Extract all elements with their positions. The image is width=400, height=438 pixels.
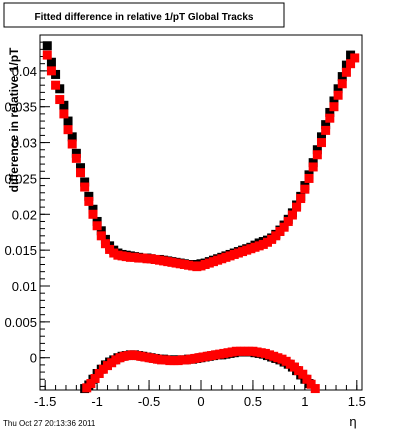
y-tick-label: 0 xyxy=(30,351,37,366)
data-point-red xyxy=(304,173,314,183)
data-point-black xyxy=(71,148,81,158)
data-point-red xyxy=(296,194,306,204)
axes xyxy=(39,34,363,391)
data-point-red xyxy=(42,50,52,60)
data-point-red xyxy=(292,202,302,212)
data-point-red xyxy=(325,113,335,123)
x-tick-label: -1 xyxy=(91,394,103,409)
plot-frame xyxy=(39,34,363,391)
data-point-red xyxy=(341,67,351,77)
data-point-black xyxy=(59,100,69,110)
data-point-red xyxy=(46,66,56,76)
data-point-red xyxy=(287,210,297,220)
y-axis-label: difference in relative 1/pT xyxy=(7,47,21,192)
y-tick-label: 0.005 xyxy=(4,315,37,330)
data-point-red xyxy=(51,80,61,90)
timestamp: Thu Oct 27 20:13:36 2011 xyxy=(3,419,96,428)
data-point-red xyxy=(310,384,320,394)
y-tick-label: 0.025 xyxy=(4,171,37,186)
data-point-red xyxy=(312,150,322,160)
data-point-black xyxy=(76,163,86,173)
x-tick-label: 0 xyxy=(197,394,204,409)
data-point-red xyxy=(300,184,310,194)
data-point-red xyxy=(63,125,73,135)
data-point-red xyxy=(71,153,81,163)
data-point-red xyxy=(84,196,94,206)
data-point-red xyxy=(96,231,106,241)
data-point-black xyxy=(42,41,52,51)
data-point-red xyxy=(283,216,293,226)
data-point-black xyxy=(88,204,98,214)
y-tick-label: 0.015 xyxy=(4,243,37,258)
data-point-black xyxy=(325,107,335,117)
data-point-black xyxy=(96,226,106,236)
data-point-red xyxy=(80,182,90,192)
x-axis-label: η xyxy=(349,414,356,429)
data-point-black xyxy=(84,191,94,201)
y-tick-label: 0.01 xyxy=(12,279,37,294)
data-point-red xyxy=(86,379,96,389)
data-point-red xyxy=(88,209,98,219)
x-tick-label: 1.5 xyxy=(348,394,366,409)
x-ticks: -1.5 -1 -0.5 0 0.5 1 1.5 xyxy=(34,380,366,409)
data-point-red xyxy=(298,369,308,379)
x-tick-label: -0.5 xyxy=(138,394,160,409)
series-red-markers xyxy=(42,50,360,394)
data-point-red xyxy=(337,79,347,89)
x-tick-label: -1.5 xyxy=(34,394,56,409)
x-tick-label: 1 xyxy=(301,394,308,409)
data-point-red xyxy=(350,53,360,63)
data-point-red xyxy=(329,102,339,112)
data-point-red xyxy=(100,239,110,249)
data-point-red xyxy=(302,374,312,384)
data-point-black xyxy=(80,177,90,187)
data-point-red xyxy=(76,168,86,178)
title-box xyxy=(3,2,285,28)
data-point-red xyxy=(279,222,289,232)
data-point-red xyxy=(67,139,77,149)
data-point-black xyxy=(67,132,77,142)
x-tick-label: 0.5 xyxy=(244,394,262,409)
data-point-black xyxy=(312,145,322,155)
data-point-black xyxy=(333,84,343,94)
data-point-red xyxy=(316,138,326,148)
data-point-black xyxy=(321,120,331,130)
data-point-black xyxy=(316,132,326,142)
y-tick-label: 0.035 xyxy=(4,100,37,115)
data-point-red xyxy=(321,125,331,135)
data-point-red xyxy=(308,162,318,172)
data-point-red xyxy=(92,221,102,231)
data-point-red xyxy=(90,374,100,384)
data-point-red xyxy=(333,90,343,100)
data-point-red xyxy=(55,95,65,105)
y-tick-label: 0.02 xyxy=(12,207,37,222)
y-tick-label: 0.03 xyxy=(12,136,37,151)
data-point-red xyxy=(59,109,69,119)
data-point-red xyxy=(346,59,356,69)
chart-title: Fitted difference in relative 1/pT Globa… xyxy=(35,12,254,23)
data-point-black xyxy=(63,116,73,126)
data-point-black xyxy=(46,57,56,67)
data-point-black xyxy=(329,96,339,106)
y-tick-label: 0.04 xyxy=(12,64,37,79)
